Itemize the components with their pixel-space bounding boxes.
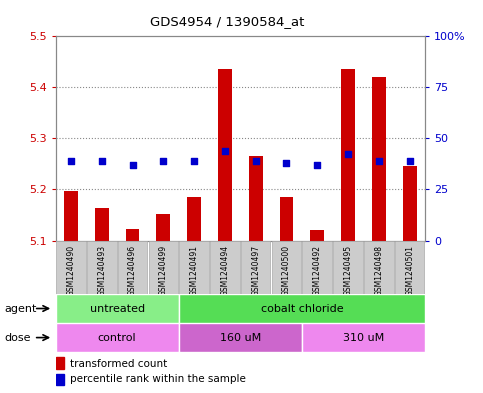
Point xyxy=(190,158,198,164)
Bar xyxy=(272,241,301,294)
Bar xyxy=(56,357,64,369)
Bar xyxy=(302,323,425,352)
Point xyxy=(283,160,290,166)
Point xyxy=(67,158,75,164)
Bar xyxy=(341,69,355,241)
Bar xyxy=(56,323,179,352)
Point xyxy=(375,158,383,164)
Bar xyxy=(118,241,147,294)
Text: GSM1240495: GSM1240495 xyxy=(343,245,353,296)
Bar xyxy=(210,241,240,294)
Bar xyxy=(87,241,116,294)
Bar xyxy=(372,77,386,241)
Text: transformed count: transformed count xyxy=(70,358,167,369)
Text: control: control xyxy=(98,332,136,343)
Bar xyxy=(156,214,170,241)
Bar xyxy=(56,294,179,323)
Bar xyxy=(56,241,85,294)
Text: GSM1240492: GSM1240492 xyxy=(313,245,322,296)
Text: untreated: untreated xyxy=(89,303,145,314)
Bar xyxy=(395,241,425,294)
Bar xyxy=(241,241,270,294)
Point xyxy=(221,148,229,154)
Bar xyxy=(311,230,324,241)
Text: 310 uM: 310 uM xyxy=(343,332,384,343)
Bar xyxy=(333,241,363,294)
Text: cobalt chloride: cobalt chloride xyxy=(260,303,343,314)
Text: GSM1240491: GSM1240491 xyxy=(190,245,199,296)
Point xyxy=(98,158,106,164)
Bar xyxy=(302,241,332,294)
Bar xyxy=(218,69,232,241)
Bar xyxy=(187,197,201,241)
Point xyxy=(344,151,352,157)
Bar xyxy=(64,191,78,241)
Text: GSM1240490: GSM1240490 xyxy=(67,245,75,296)
Bar xyxy=(95,208,109,241)
Text: GSM1240498: GSM1240498 xyxy=(374,245,384,296)
Bar xyxy=(179,241,209,294)
Text: agent: agent xyxy=(5,303,37,314)
Bar xyxy=(179,323,302,352)
Text: GSM1240499: GSM1240499 xyxy=(159,245,168,296)
Text: GSM1240496: GSM1240496 xyxy=(128,245,137,296)
Point xyxy=(159,158,167,164)
Text: percentile rank within the sample: percentile rank within the sample xyxy=(70,374,245,384)
Text: GSM1240501: GSM1240501 xyxy=(405,245,414,296)
Bar xyxy=(249,156,263,241)
Text: GDS4954 / 1390584_at: GDS4954 / 1390584_at xyxy=(150,15,304,28)
Bar xyxy=(403,166,416,241)
Text: 160 uM: 160 uM xyxy=(220,332,261,343)
Text: GSM1240500: GSM1240500 xyxy=(282,245,291,296)
Point xyxy=(313,162,321,168)
Bar xyxy=(56,373,64,385)
Text: dose: dose xyxy=(5,332,31,343)
Point xyxy=(406,158,413,164)
Text: GSM1240493: GSM1240493 xyxy=(97,245,106,296)
Bar xyxy=(364,241,394,294)
Bar xyxy=(179,294,425,323)
Bar xyxy=(126,229,140,241)
Point xyxy=(252,158,259,164)
Text: GSM1240497: GSM1240497 xyxy=(251,245,260,296)
Text: GSM1240494: GSM1240494 xyxy=(220,245,229,296)
Point xyxy=(128,162,136,168)
Bar xyxy=(149,241,178,294)
Bar xyxy=(280,197,293,241)
